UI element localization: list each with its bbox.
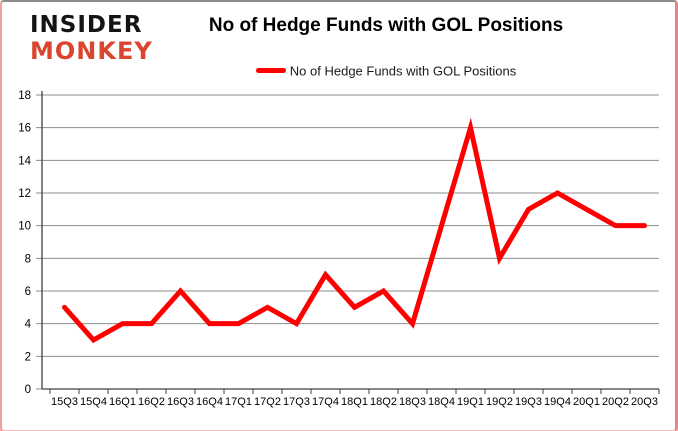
x-tick-label: 17Q4 bbox=[312, 396, 339, 408]
insider-monkey-logo: INSIDER MONKEY bbox=[30, 12, 153, 65]
x-tick-label: 19Q4 bbox=[544, 396, 571, 408]
y-tick-label: 4 bbox=[25, 319, 32, 331]
y-tick-label: 6 bbox=[25, 286, 31, 298]
x-tick-label: 20Q1 bbox=[573, 396, 600, 408]
x-tick-label: 18Q3 bbox=[399, 396, 426, 408]
legend-line-swatch bbox=[255, 68, 286, 74]
chart-legend: No of Hedge Funds with GOL Positions bbox=[142, 62, 630, 80]
x-tick-label: 17Q1 bbox=[225, 396, 252, 408]
y-tick-label: 16 bbox=[18, 123, 31, 135]
y-tick-label: 8 bbox=[25, 253, 31, 265]
y-tick-label: 0 bbox=[25, 384, 31, 396]
series-line bbox=[62, 117, 647, 344]
chart-title: No of Hedge Funds with GOL Positions bbox=[208, 15, 564, 36]
x-tick-label: 16Q2 bbox=[138, 396, 165, 408]
x-tick-label: 15Q4 bbox=[80, 396, 107, 408]
x-tick-label: 19Q2 bbox=[486, 396, 513, 408]
x-tick-label: 16Q1 bbox=[109, 396, 136, 408]
y-tick-label: 14 bbox=[18, 155, 31, 167]
x-tick-label: 19Q1 bbox=[457, 396, 484, 408]
legend-label: No of Hedge Funds with GOL Positions bbox=[289, 63, 517, 79]
x-tick-label: 18Q2 bbox=[370, 396, 397, 408]
y-tick-label: 10 bbox=[18, 221, 31, 233]
x-tick-label: 19Q3 bbox=[515, 396, 542, 408]
x-tick-label: 17Q2 bbox=[254, 396, 281, 408]
x-tick-label: 20Q2 bbox=[602, 396, 629, 408]
x-tick-label: 16Q3 bbox=[167, 396, 194, 408]
x-tick-label: 16Q4 bbox=[196, 396, 223, 408]
x-tick-label: 20Q3 bbox=[631, 396, 658, 408]
y-tick-label: 12 bbox=[18, 188, 31, 200]
x-tick-label: 15Q3 bbox=[51, 396, 78, 408]
x-tick-label: 18Q4 bbox=[428, 396, 455, 408]
title-area: No of Hedge Funds with GOL Positions bbox=[142, 15, 630, 37]
logo-insider-text: INSIDER bbox=[30, 12, 143, 38]
y-tick-label: 2 bbox=[25, 351, 31, 363]
x-tick-label: 18Q1 bbox=[341, 396, 368, 408]
y-tick-label: 18 bbox=[18, 90, 31, 102]
x-tick-label: 17Q3 bbox=[283, 396, 310, 408]
logo-monkey-text: MONKEY bbox=[30, 37, 153, 65]
